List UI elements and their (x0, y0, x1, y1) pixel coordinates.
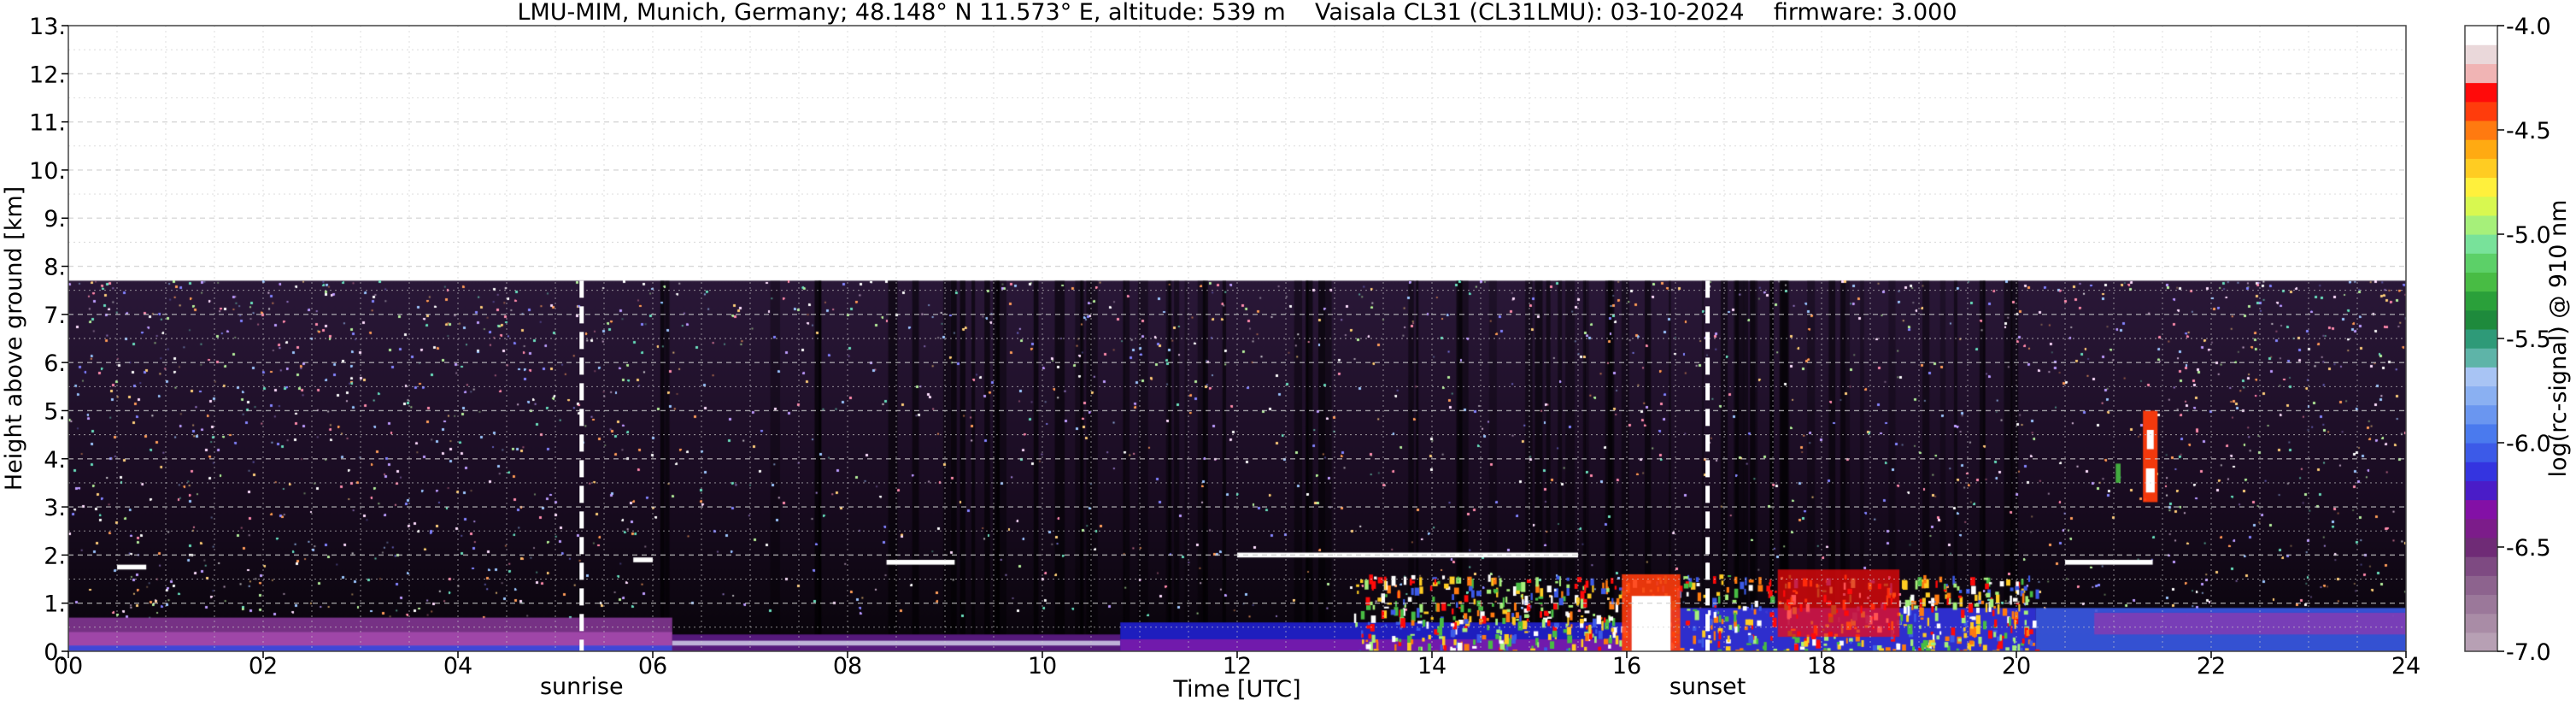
colorbar-segment (2465, 404, 2497, 425)
colorbar-tick-label: -4.0 (2506, 14, 2551, 40)
colorbar-segment (2465, 385, 2497, 406)
x-tick-label: 12 (1223, 653, 1252, 680)
colorbar-tick-label: -7.0 (2506, 639, 2551, 666)
x-tick-label: 16 (1612, 653, 1641, 680)
colorbar-segment (2465, 309, 2497, 330)
colorbar-segment (2465, 139, 2497, 159)
sun-markers: sunrise sunset (540, 280, 1746, 700)
colorbar-segment (2465, 367, 2497, 387)
colorbar-segment (2465, 63, 2497, 84)
colorbar-segment (2465, 348, 2497, 368)
x-tick-label: 00 (54, 653, 83, 680)
colorbar-segment (2465, 537, 2497, 557)
colorbar-label: log(rc-signal) @ 910 nm (2545, 200, 2572, 478)
colorbar-segment (2465, 632, 2497, 652)
colorbar-tick-label: -5.0 (2506, 222, 2551, 249)
y-tick-label: 13. (29, 14, 66, 40)
colorbar-segment (2465, 253, 2497, 273)
y-tick-label: 3. (44, 495, 66, 521)
x-axis: 00 02 04 06 08 10 12 14 16 18 20 22 24 (54, 651, 2421, 680)
y-tick-label: 6. (44, 350, 66, 377)
y-tick-label: 2. (44, 543, 66, 569)
colorbar-segment (2465, 196, 2497, 216)
colorbar-segment (2465, 120, 2497, 140)
colorbar-segment (2465, 480, 2497, 501)
colorbar-segment (2465, 462, 2497, 481)
x-tick-label: 14 (1417, 653, 1446, 680)
colorbar-tick-label: -4.5 (2506, 118, 2551, 144)
chart-title: LMU-MIM, Munich, Germany; 48.148° N 11.5… (517, 0, 1957, 26)
x-tick-label: 24 (2391, 653, 2421, 680)
colorbar-segment (2465, 272, 2497, 292)
colorbar-tick-label: -6.5 (2506, 535, 2551, 562)
colorbar-tick-label: -5.5 (2506, 327, 2551, 353)
grid (68, 26, 2406, 651)
colorbar-segment (2465, 44, 2497, 64)
colorbar-segment (2465, 234, 2497, 254)
x-tick-label: 08 (833, 653, 862, 680)
x-tick-label: 06 (638, 653, 667, 680)
colorbar-segment (2465, 594, 2497, 615)
colorbar-segment (2465, 26, 2497, 45)
colorbar-segment (2465, 518, 2497, 538)
colorbar-segment (2465, 101, 2497, 121)
y-tick-label: 5. (44, 398, 66, 425)
colorbar-segment (2465, 177, 2497, 197)
colorbar-segment (2465, 158, 2497, 179)
marker-label-sunrise: sunrise (540, 674, 624, 700)
colorbar-segment (2465, 613, 2497, 633)
colorbar-segment (2465, 499, 2497, 520)
colorbar-segment (2465, 423, 2497, 444)
colorbar-segment (2465, 575, 2497, 596)
y-tick-label: 1. (44, 591, 66, 618)
x-tick-label: 10 (1028, 653, 1057, 680)
y-tick-label: 0. (44, 639, 66, 666)
x-tick-label: 18 (1807, 653, 1836, 680)
marker-label-sunset: sunset (1669, 674, 1746, 700)
x-axis-label: Time [UTC] (1172, 676, 1300, 703)
y-tick-label: 10. (29, 158, 66, 185)
colorbar-segment (2465, 556, 2497, 576)
y-tick-label: 7. (44, 303, 66, 329)
colorbar-segment (2465, 215, 2497, 235)
y-axis-label: Height above ground [km] (1, 186, 27, 491)
colorbar-tick-label: -6.0 (2506, 431, 2551, 457)
y-tick-label: 9. (44, 206, 66, 232)
x-tick-label: 04 (443, 653, 472, 680)
colorbar-segment (2465, 328, 2497, 349)
x-tick-label: 20 (2002, 653, 2031, 680)
y-tick-label: 11. (29, 110, 66, 137)
y-tick-label: 12. (29, 62, 66, 88)
y-tick-label: 8. (44, 255, 66, 281)
colorbar: -4.0 -4.5 -5.0 -5.5 -6.0 -6.5 -7.0 (2464, 14, 2551, 666)
colorbar-segment (2465, 82, 2497, 103)
y-tick-label: 4. (44, 447, 66, 474)
y-axis: 0. 1. 2. 3. 4. 5. 6. 7. 8. 9. 10. 11. 12. 13. (29, 14, 68, 666)
colorbar-segment (2465, 291, 2497, 311)
x-tick-label: 22 (2197, 653, 2226, 680)
x-tick-label: 02 (249, 653, 278, 680)
colorbar-segment (2465, 443, 2497, 462)
